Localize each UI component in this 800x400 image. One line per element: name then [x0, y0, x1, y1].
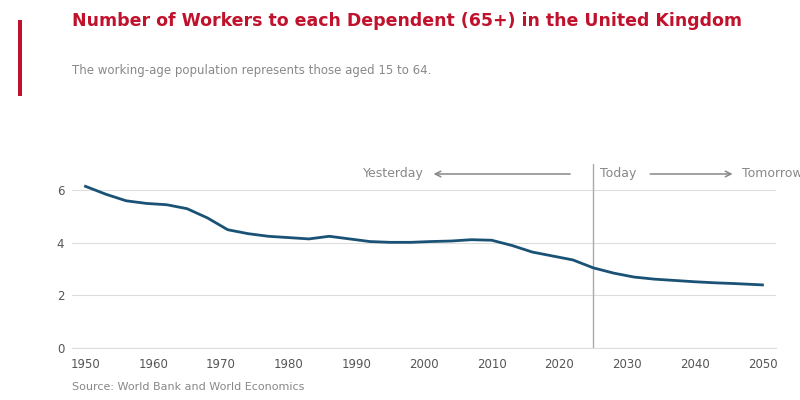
Text: Number of Workers to each Dependent (65+) in the United Kingdom: Number of Workers to each Dependent (65+… [72, 12, 742, 30]
Text: Source: World Bank and World Economics: Source: World Bank and World Economics [72, 382, 304, 392]
Text: Today: Today [600, 168, 636, 180]
Text: The working-age population represents those aged 15 to 64.: The working-age population represents th… [72, 64, 431, 77]
Text: Tomorrow: Tomorrow [742, 168, 800, 180]
Text: Yesterday: Yesterday [363, 168, 424, 180]
